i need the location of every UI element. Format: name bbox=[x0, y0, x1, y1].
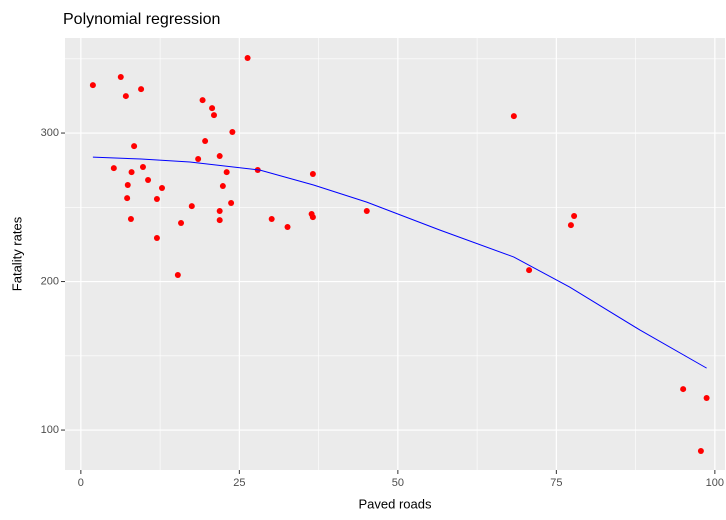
point bbox=[110, 165, 117, 172]
point bbox=[510, 113, 517, 120]
point bbox=[284, 224, 291, 231]
point bbox=[571, 213, 578, 220]
panel bbox=[65, 38, 725, 470]
x-tick-label: 100 bbox=[706, 477, 724, 489]
point bbox=[89, 82, 96, 89]
point bbox=[139, 164, 146, 171]
point bbox=[228, 199, 235, 206]
x-axis-label: Paved roads bbox=[359, 496, 432, 511]
point bbox=[567, 222, 574, 229]
point bbox=[127, 216, 134, 223]
point bbox=[124, 182, 131, 189]
point bbox=[202, 138, 209, 145]
point bbox=[210, 112, 217, 119]
point bbox=[122, 93, 129, 100]
point bbox=[309, 214, 316, 221]
x-tick-label: 50 bbox=[392, 477, 404, 489]
point bbox=[199, 97, 206, 104]
point bbox=[153, 235, 160, 242]
point bbox=[526, 267, 533, 274]
point bbox=[131, 143, 138, 150]
x-tick-label: 75 bbox=[550, 477, 562, 489]
x-tick-label: 25 bbox=[233, 477, 245, 489]
y-tick-label: 300 bbox=[41, 127, 59, 139]
y-axis-label: Fatality rates bbox=[9, 216, 24, 291]
point bbox=[268, 216, 275, 223]
point bbox=[219, 183, 226, 190]
fit-line bbox=[92, 156, 707, 369]
point bbox=[178, 220, 185, 227]
point bbox=[145, 176, 152, 183]
point bbox=[697, 447, 704, 454]
point bbox=[174, 272, 181, 279]
point bbox=[117, 74, 124, 81]
point bbox=[188, 203, 195, 210]
y-tick-label: 100 bbox=[41, 424, 59, 436]
point bbox=[138, 86, 145, 93]
y-tick-label: 200 bbox=[41, 275, 59, 287]
chart-title: Polynomial regression bbox=[63, 11, 220, 28]
point bbox=[195, 156, 202, 163]
point bbox=[124, 195, 131, 202]
point bbox=[216, 153, 223, 160]
point bbox=[216, 217, 223, 224]
point bbox=[209, 105, 216, 112]
point bbox=[244, 55, 251, 62]
x-tick-label: 0 bbox=[78, 477, 84, 489]
point bbox=[128, 169, 135, 176]
point bbox=[680, 386, 687, 393]
point bbox=[159, 184, 166, 191]
point bbox=[229, 129, 236, 136]
point bbox=[363, 208, 370, 215]
point bbox=[309, 171, 316, 178]
point bbox=[703, 394, 710, 401]
point bbox=[153, 195, 160, 202]
point bbox=[216, 208, 223, 215]
point bbox=[223, 169, 230, 176]
